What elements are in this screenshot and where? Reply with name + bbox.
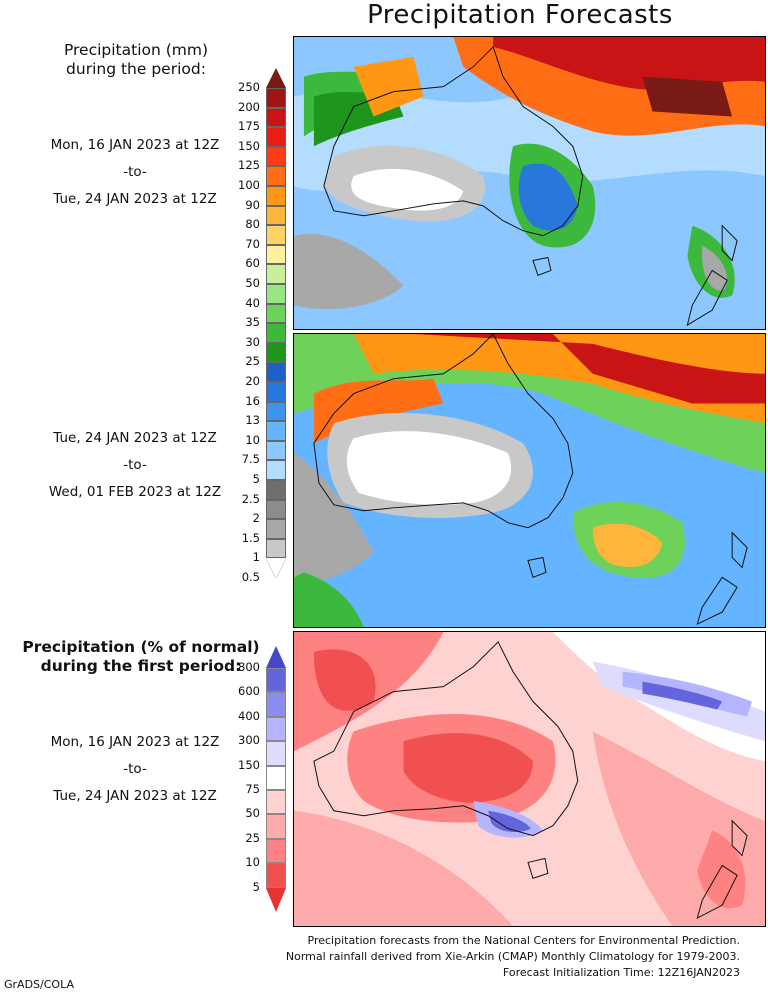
page-title: Precipitation Forecasts [367,0,673,30]
period3-end: Tue, 24 JAN 2023 at 12Z [53,788,217,804]
colorbar-pct-tick-label: 75 [245,782,260,796]
colorbar-mm-tick-label: 1 [252,550,260,565]
legend-pct-title: Precipitation (% of normal) during the f… [6,638,276,676]
legend-pct-title-line2: during the first period: [40,657,242,675]
colorbar-mm-segment [266,382,286,402]
colorbar-mm-tick-label: 1.5 [241,530,260,545]
colorbar-pct-top-triangle [266,646,286,668]
colorbar-mm-tick-label: 2 [252,511,260,526]
legend-pct-title-line1: Precipitation (% of normal) [22,638,260,656]
footer-line2: Normal rainfall derived from Xie-Arkin (… [285,950,740,963]
legend-mm-title: Precipitation (mm) during the period: [6,41,266,79]
colorbar-mm-tick-label: 5 [252,472,260,486]
colorbar-mm-tick-label: 25 [245,354,260,369]
colorbar-mm-tick-label: 16 [245,393,260,408]
legend-mm-title-line2: during the period: [66,60,206,78]
colorbar-mm-segment [266,205,286,226]
colorbar-mm-segment [266,519,286,539]
period2-end: Wed, 01 FEB 2023 at 12Z [48,484,222,500]
colorbar-pct-tick-label: 5 [252,879,260,894]
colorbar-pct-bottom-triangle [266,887,286,912]
colorbar-mm-tick-label: 90 [245,197,260,212]
colorbar-mm-segment [266,186,286,206]
colorbar-pct-segment [266,863,286,888]
colorbar-mm-tick-label: 50 [245,276,260,290]
colorbar-pct-tick-label: 25 [245,830,260,845]
colorbar-pct-tick-label: 300 [238,733,260,748]
colorbar-mm-tick-label: 100 [238,178,260,192]
colorbar-mm-tick-label: 200 [238,99,260,114]
footer-line3: Forecast Initialization Time: 12Z16JAN20… [502,966,740,979]
colorbar-mm-tick-label: 20 [245,374,260,388]
period2-sep: -to- [123,457,147,473]
colorbar-pct-tick-label: 150 [238,757,260,772]
colorbar-pct-segment [266,716,286,742]
colorbar-mm-tick-label: 40 [245,295,260,310]
precip-map-1 [294,37,765,329]
colorbar-mm-segment [266,480,286,500]
colorbar-mm-segment [266,538,286,559]
colorbar-mm-tick-label: 60 [245,256,260,271]
colorbar-pct-segment [266,741,286,766]
colorbar-pct-tick-label: 800 [238,660,260,674]
colorbar-mm-bottom-triangle [266,558,286,579]
colorbar-mm-segment [266,225,286,245]
colorbar-mm-segment [266,499,286,520]
colorbar-mm-tick-label: 2.5 [241,491,260,506]
period1-sep: -to- [123,164,147,180]
map-panel-period2 [293,333,766,628]
legend-mm-title-line1: Precipitation (mm) [63,41,209,59]
colorbar-mm-segment [266,88,286,108]
colorbar-pct-tick-label: 400 [238,708,260,723]
colorbar-pct-segment [266,838,286,864]
map-panel-period1 [293,36,766,330]
colorbar-pct-tick-label: 600 [238,684,260,699]
colorbar-pct-segment [266,790,286,815]
colorbar-mm-segment [266,146,286,167]
colorbar-mm-segment [266,342,286,363]
colorbar-mm-tick-label: 0.5 [241,570,260,584]
colorbar-mm-segment [266,284,286,304]
colorbar-mm-tick-label: 125 [238,158,260,173]
colorbar-mm-segment [266,303,286,324]
colorbar-mm-segment [266,244,286,265]
colorbar-mm-tick-label: 35 [245,315,260,330]
colorbar-mm-segment [266,323,286,343]
colorbar-mm-tick-label: 13 [245,413,260,428]
colorbar-pct-segment [266,692,286,717]
colorbar-mm-segment [266,401,286,422]
colorbar-mm-segment [266,166,286,186]
colorbar-mm-tick-label: 80 [245,217,260,232]
colorbar-mm-tick-label: 250 [238,80,260,94]
colorbar-mm-segment [266,127,286,147]
period3-sep: -to- [123,761,147,777]
percent-normal-map [294,632,765,926]
colorbar-mm-tick-label: 30 [245,334,260,349]
period2-start: Tue, 24 JAN 2023 at 12Z [53,430,217,446]
footer-line1: Precipitation forecasts from the Nationa… [307,934,741,947]
period1-end: Tue, 24 JAN 2023 at 12Z [53,191,217,207]
colorbar-mm-tick-label: 175 [238,119,260,134]
colorbar-pct-segment [266,814,286,839]
colorbar-mm-segment [266,440,286,461]
credit: GrADS/COLA [4,978,74,991]
period1-start: Mon, 16 JAN 2023 at 12Z [50,137,220,153]
colorbar-pct-segment [266,668,286,693]
colorbar-pct-tick-label: 50 [245,806,260,821]
colorbar-mm-segment [266,460,286,480]
colorbar-mm-tick-label: 7.5 [241,452,260,467]
colorbar-pct-tick-label: 10 [245,855,260,870]
colorbar-mm-top-triangle [266,68,286,88]
colorbar-mm-segment [266,362,286,382]
colorbar-mm-tick-label: 150 [238,138,260,153]
period3-start: Mon, 16 JAN 2023 at 12Z [50,734,220,750]
colorbar-mm-tick-label: 10 [245,432,260,447]
map-panel-percent-normal [293,631,766,927]
precip-map-2 [294,334,765,627]
colorbar-pct-segment [266,765,286,790]
colorbar-mm-tick-label: 70 [245,236,260,251]
colorbar-mm-segment [266,421,286,441]
colorbar-mm-segment [266,107,286,128]
colorbar-mm-segment [266,264,286,284]
